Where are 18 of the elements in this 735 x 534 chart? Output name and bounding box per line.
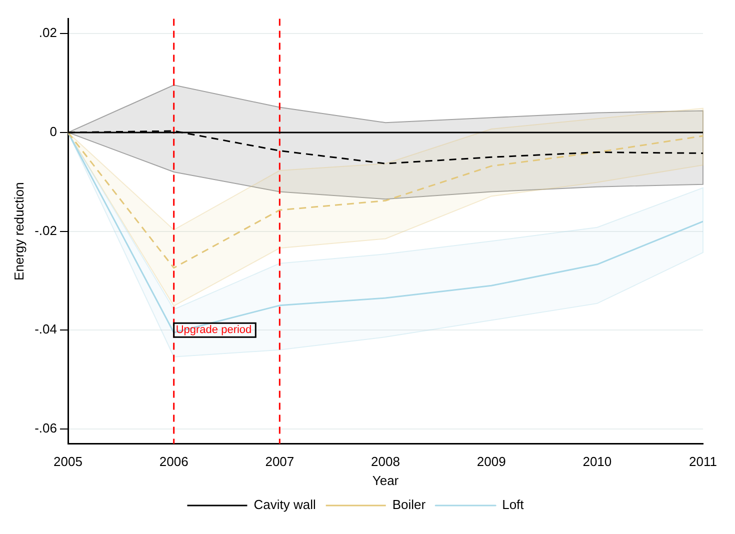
x-tick-label: 2011 [689, 454, 717, 470]
y-axis-title: Energy reduction [11, 182, 26, 280]
x-tick-label: 2009 [476, 454, 506, 470]
y-tick-label: -.04 [34, 322, 57, 337]
annotation: Upgrade period [176, 324, 252, 336]
y-tick-label: .02 [38, 25, 57, 40]
y-tick-label: -.06 [34, 420, 57, 436]
x-tick-label: 2007 [265, 454, 294, 470]
legend-label: Boiler [392, 497, 426, 512]
x-tick-label: 2005 [54, 454, 82, 470]
y-tick-label: -.02 [34, 222, 57, 238]
legend-label: Cavity wall [254, 497, 316, 512]
x-tick-label: 2010 [582, 454, 612, 470]
x-tick-label: 2008 [371, 454, 400, 470]
legend-label: Loft [502, 497, 524, 512]
x-tick-label: 2006 [159, 454, 188, 470]
x-axis-title: Year [372, 472, 400, 488]
y-tick-label: 0 [50, 124, 57, 140]
